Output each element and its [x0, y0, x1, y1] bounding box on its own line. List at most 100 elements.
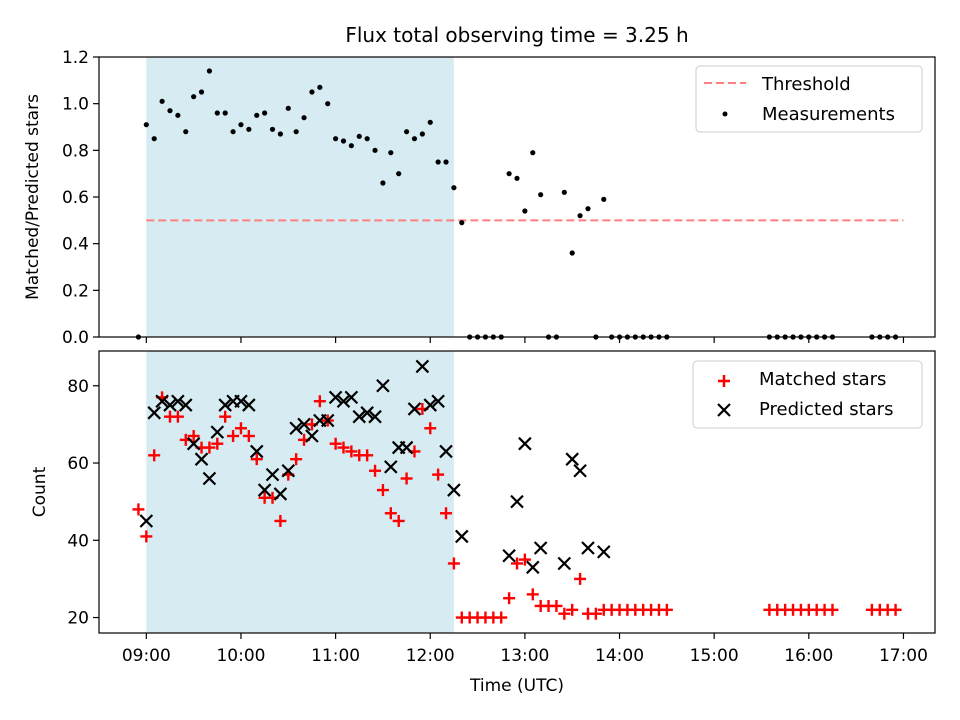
predicted-star-point: [273, 487, 288, 501]
predicted-star-point: [423, 398, 438, 412]
measurement-point: [340, 138, 347, 144]
matched-star-point: [526, 588, 539, 601]
predicted-star-point: [573, 463, 587, 478]
predicted-star-point: [234, 394, 248, 408]
predicted-star-point: [305, 429, 319, 443]
measurement-point: [191, 94, 197, 100]
matched-star-point: [227, 429, 240, 442]
x-tick-label: 11:00: [311, 646, 360, 666]
matched-legend-swatch: [718, 375, 730, 387]
matched-star-point: [826, 603, 839, 616]
predicted-star-point: [171, 394, 185, 408]
measurement-point: [317, 84, 323, 90]
matched-star-point: [369, 464, 382, 477]
top-x-ticks: [145, 337, 905, 343]
measurement-point: [538, 192, 544, 198]
top-shaded-span: [146, 57, 454, 337]
y-tick-label: 1.2: [62, 48, 89, 68]
y-tick-label: 0.2: [62, 281, 89, 301]
matched-star-point: [345, 445, 358, 458]
measurement-point: [214, 110, 220, 116]
measurement-point: [309, 89, 315, 95]
matched-star-point: [313, 395, 326, 408]
matched-star-point: [234, 422, 247, 435]
predicted-star-point: [202, 471, 217, 486]
measurement-point: [269, 126, 276, 132]
matched-star-point: [574, 572, 587, 585]
predicted-legend-label: Predicted stars: [759, 399, 893, 420]
y-tick-label: 60: [67, 454, 89, 474]
measurement-point: [388, 150, 394, 156]
measurement-point: [175, 112, 181, 118]
predicted-star-point: [155, 394, 169, 408]
top-legend-box: [695, 65, 923, 133]
predicted-star-point: [194, 452, 209, 466]
matched-star-point: [376, 484, 389, 497]
predicted-star-point: [565, 452, 579, 466]
predicted-star-point: [525, 560, 540, 575]
predicted-star-point: [368, 409, 382, 424]
matched-star-point: [889, 603, 902, 616]
matched-star-point: [203, 441, 216, 454]
predicted-star-point: [281, 463, 296, 478]
top-legend: Threshold Measurements: [695, 65, 923, 133]
y-tick-label: 1.0: [62, 95, 89, 115]
predicted-star-point: [344, 390, 359, 405]
y-tick-label: 0.6: [62, 188, 89, 208]
matched-star-point: [424, 422, 437, 435]
matched-star-point: [187, 429, 200, 442]
bottom-y-axis-label: Count: [30, 466, 50, 517]
matched-star-point: [329, 437, 342, 450]
measurement-point: [222, 110, 228, 116]
y-tick-label: 0.8: [62, 141, 89, 161]
matched-star-point: [148, 449, 161, 462]
predicted-star-point: [596, 545, 611, 559]
predicted-star-point: [163, 398, 177, 412]
predicted-star-point: [376, 378, 390, 393]
matched-star-point: [440, 507, 453, 520]
predicted-star-point: [407, 402, 422, 416]
matched-star-point: [250, 453, 263, 466]
predicted-star-point: [447, 483, 461, 497]
bottom-panel: 20 40 60 80 09:00 10:00 11:00 12:00 13:00 14:00 1…: [30, 350, 936, 696]
matched-star-point: [503, 592, 516, 605]
measurements-legend-swatch: [722, 111, 728, 117]
x-tick-label: 13:00: [500, 646, 549, 666]
predicted-star-point: [147, 406, 161, 420]
matched-star-point: [171, 410, 184, 423]
matched-star-point: [432, 468, 445, 481]
predicted-star-point: [352, 409, 367, 424]
measurement-point: [348, 143, 354, 149]
predicted-star-point: [336, 394, 351, 408]
matched-star-point: [660, 603, 673, 616]
x-axis-label: Time (UTC): [469, 676, 564, 696]
matched-star-point: [511, 557, 523, 570]
measurement-point: [380, 180, 386, 186]
x-tick-label: 15:00: [690, 646, 739, 666]
matched-star-point: [132, 503, 145, 516]
measurement-point: [514, 175, 520, 181]
matched-star-point: [384, 507, 397, 520]
measurement-point: [246, 126, 252, 132]
predicted-star-point: [455, 529, 469, 544]
predicted-star-point: [328, 390, 343, 405]
measurement-point: [411, 136, 418, 142]
bottom-legend-box: [692, 360, 923, 429]
x-tick-label: 14:00: [595, 646, 644, 666]
predicted-star-point: [186, 436, 201, 451]
predicted-star-point: [431, 394, 445, 408]
measurement-point: [277, 131, 283, 137]
x-tick-label: 16:00: [784, 646, 833, 666]
matched-legend-label: Matched stars: [759, 369, 886, 390]
y-tick-label: 40: [67, 531, 89, 551]
y-tick-label: 0.4: [62, 235, 89, 255]
measurement-point: [443, 159, 449, 165]
matched-star-point: [550, 599, 563, 612]
measurement-point: [293, 129, 299, 135]
top-panel: 0.0 0.2 0.4 0.6 0.8 1.0 1.2 Matched/Predicted …: [23, 48, 936, 348]
measurement-point: [522, 208, 528, 214]
measurement-point: [506, 171, 512, 177]
measurement-point: [459, 220, 465, 226]
measurement-point: [143, 122, 149, 128]
